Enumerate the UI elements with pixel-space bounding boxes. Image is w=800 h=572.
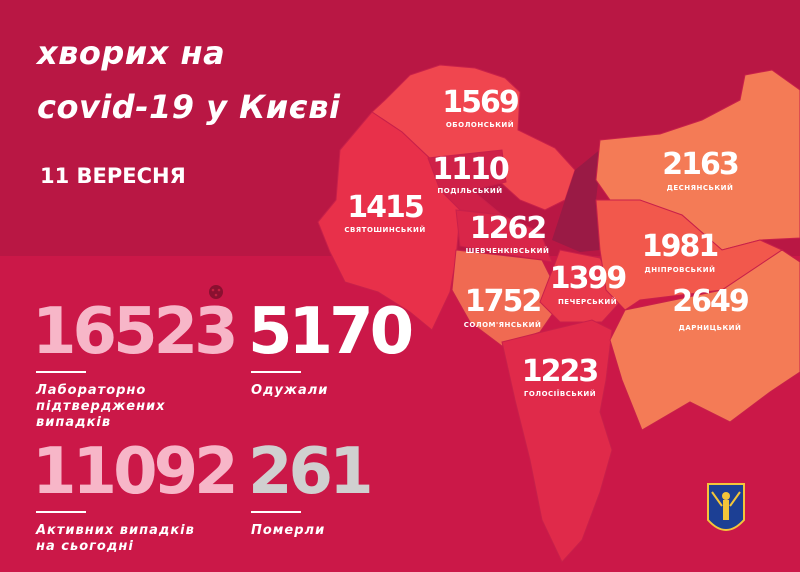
virus-icon: [209, 285, 223, 299]
stat-label: Одужали: [251, 383, 329, 398]
district-name: ШЕВЧЕНКІВСЬКИЙ: [465, 247, 550, 255]
divider: [251, 371, 301, 373]
district-cases: 1752: [464, 284, 543, 319]
stat-value: 16523: [32, 295, 239, 369]
district-name: ГОЛОСІЇВСЬКИЙ: [523, 390, 597, 398]
district-shape-shevchenkivskyi: [455, 209, 553, 263]
title-line-2: covid-19 у Києві: [37, 88, 341, 126]
stat-label: Лабораторно підтверджених випадків: [36, 383, 166, 430]
district-shape-sviatoshynskyi: [317, 111, 463, 331]
district-name: СОЛОМ'ЯНСЬКИЙ: [463, 321, 542, 329]
district-name: ДНІПРОВСЬКИЙ: [644, 266, 716, 274]
district-shape-darnytskyi: [609, 249, 800, 431]
stat-value: 11092: [32, 435, 239, 509]
title-line-1: хворих на: [37, 34, 226, 72]
stat-value: 261: [248, 435, 374, 509]
district-shape-holosiivskyi: [501, 319, 613, 563]
divider: [36, 511, 86, 513]
district-cases: 2649: [672, 284, 750, 319]
district-name: ДАРНИЦЬКИЙ: [678, 324, 742, 332]
district-name: ДЕСНЯНСЬКИЙ: [666, 184, 734, 192]
district-name: ОБОЛОНСЬКИЙ: [445, 121, 515, 129]
district-cases: 1262: [469, 211, 548, 246]
divider: [251, 511, 301, 513]
district-cases: 1110: [432, 152, 510, 187]
district-shape-podilskyi: [427, 149, 507, 216]
district-name: СВЯТОШИНСЬКИЙ: [344, 226, 426, 234]
district-shape-pecherskyi: [539, 249, 623, 323]
stat-value: 5170: [248, 295, 414, 369]
district-cases: 1569: [442, 85, 520, 120]
district-cases: 1399: [549, 261, 628, 296]
river-dnipro: [552, 148, 602, 252]
district-name: ПЕЧЕРСЬКИЙ: [557, 298, 618, 306]
stat-label: Померли: [251, 523, 326, 538]
district-cases: 1981: [641, 229, 720, 264]
report-date: 11 ВЕРЕСНЯ: [40, 164, 186, 188]
district-cases: 1223: [521, 354, 600, 389]
district-name: ПОДІЛЬСЬКИЙ: [437, 187, 503, 195]
district-cases: 1415: [347, 190, 425, 225]
kyiv-coat-of-arms-icon: [707, 483, 745, 531]
stat-label: Активних випадків на сьогодні: [36, 523, 195, 554]
divider: [36, 371, 86, 373]
district-cases: 2163: [662, 147, 740, 182]
